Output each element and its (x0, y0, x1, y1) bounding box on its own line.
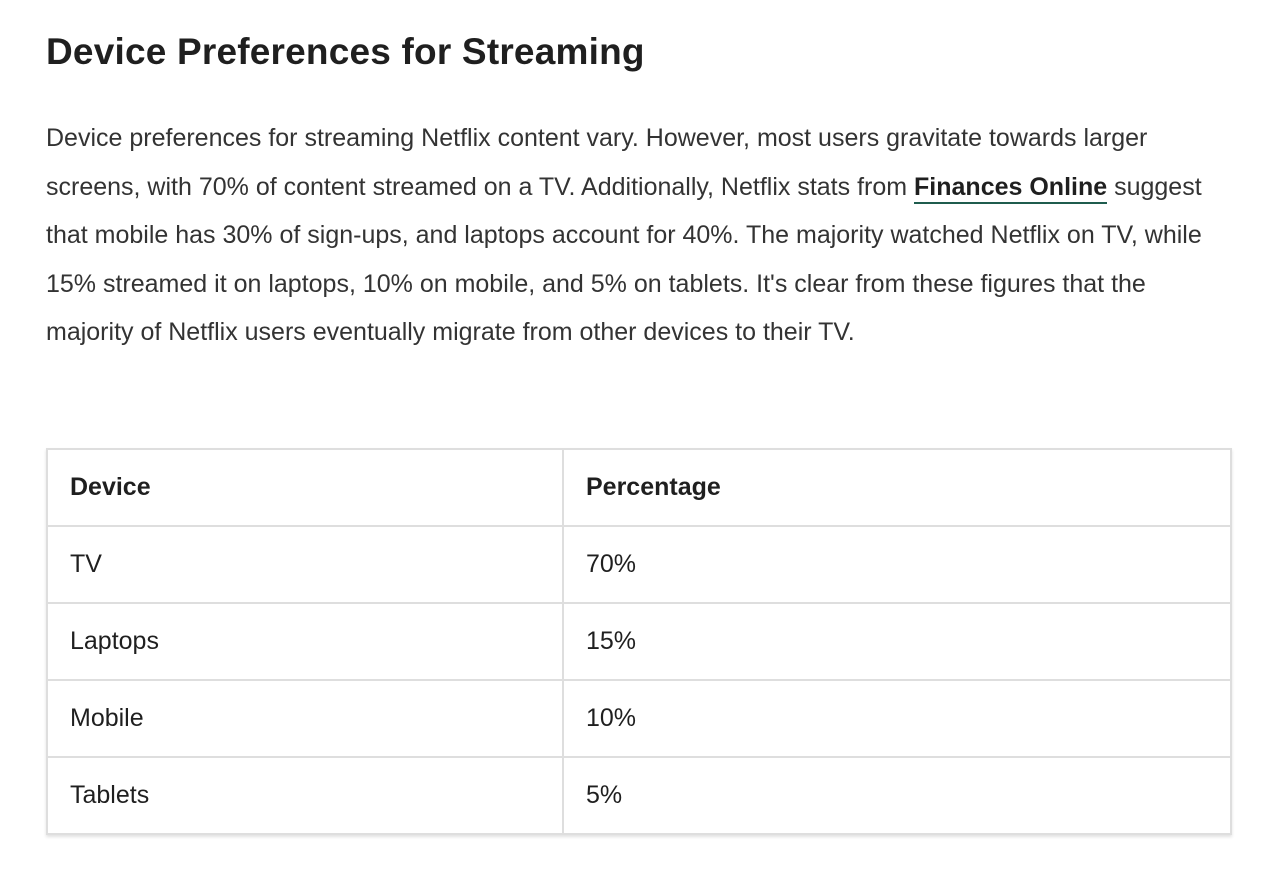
table-header-row: Device Percentage (46, 448, 1232, 527)
intro-paragraph: Device preferences for streaming Netflix… (46, 114, 1216, 357)
device-cell: TV (46, 525, 564, 604)
percentage-cell: 70% (562, 525, 1232, 604)
device-cell: Laptops (46, 602, 564, 681)
percentage-cell: 15% (562, 602, 1232, 681)
article: Device Preferences for Streaming Device … (46, 0, 1234, 835)
header-percentage: Percentage (562, 448, 1232, 527)
finances-online-link[interactable]: Finances Online (914, 172, 1108, 204)
intro-text-part2: suggest that mobile has 30% of sign-ups,… (46, 172, 1202, 347)
page-title: Device Preferences for Streaming (46, 31, 645, 72)
device-cell: Mobile (46, 679, 564, 758)
device-percentage-table: Device Percentage TV 70% Laptops 15% Mob… (46, 448, 1232, 835)
percentage-cell: 5% (562, 756, 1232, 835)
percentage-cell: 10% (562, 679, 1232, 758)
intro-text-part1: Device preferences for streaming Netflix… (46, 124, 1148, 201)
table-row: Laptops 15% (46, 602, 1232, 681)
table-row: Tablets 5% (46, 756, 1232, 835)
table-row: TV 70% (46, 525, 1232, 604)
device-cell: Tablets (46, 756, 564, 835)
header-device: Device (46, 448, 564, 527)
table-row: Mobile 10% (46, 679, 1232, 758)
